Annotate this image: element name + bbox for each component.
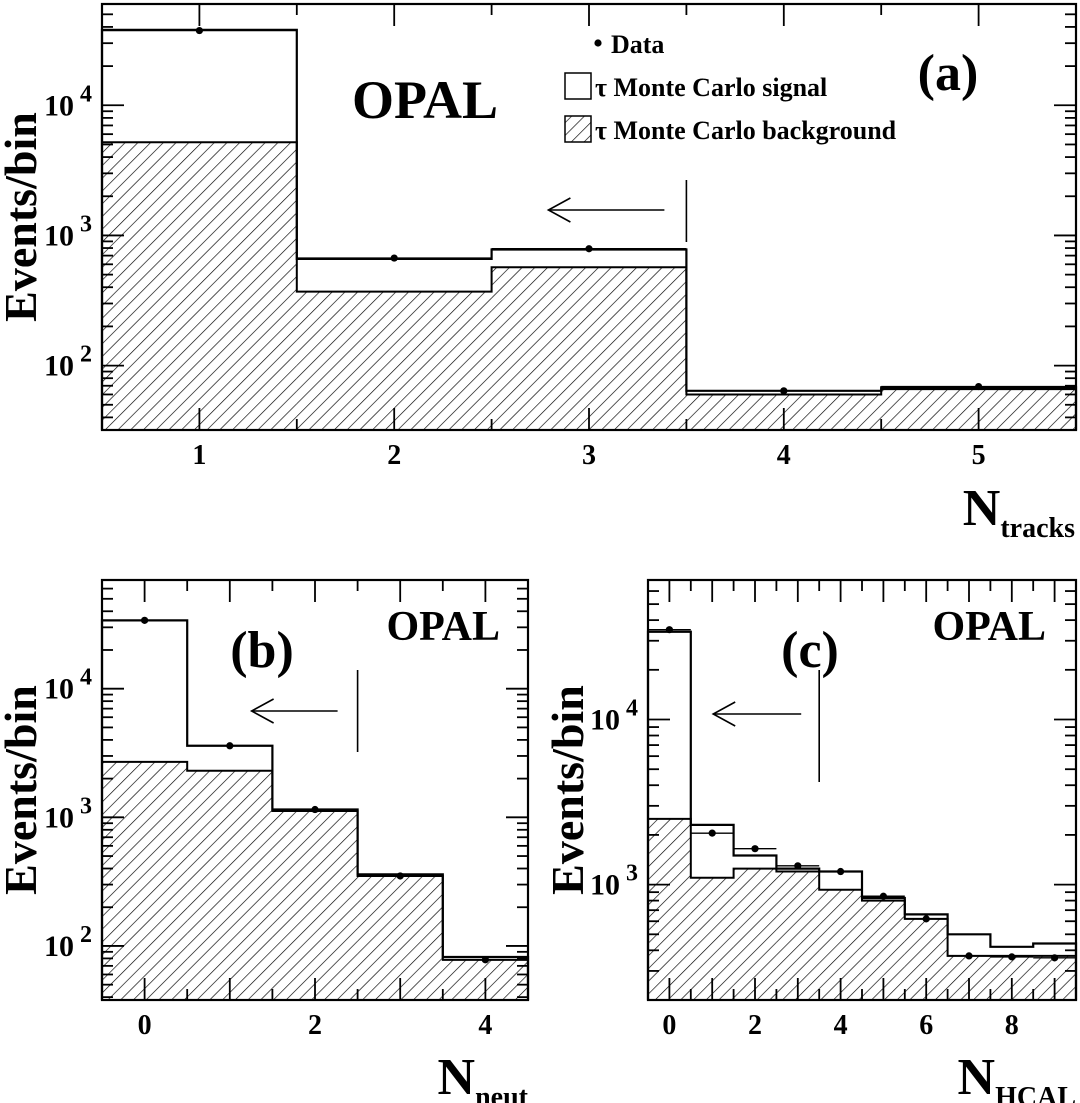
y-tick-label: 10 2 (44, 922, 92, 963)
data-point (396, 872, 404, 880)
x-tick-label: 8 (1005, 1010, 1019, 1041)
x-tick-label: 2 (308, 1010, 322, 1041)
experiment-label: OPAL (352, 70, 498, 130)
x-tick-label: 4 (777, 440, 791, 471)
y-tick-label: 10 4 (590, 696, 638, 737)
x-tick-label: 4 (478, 1010, 492, 1041)
y-tick-label: 10 3 (590, 861, 638, 902)
y-axis-title: Events/bin (542, 685, 593, 895)
legend-symbol-data (594, 39, 602, 47)
background-bar (272, 810, 358, 1000)
cut-arrowhead (249, 698, 274, 724)
panel-label: (c) (781, 622, 839, 679)
data-point (794, 862, 802, 870)
y-tick-label: 10 4 (44, 81, 92, 122)
x-tick-label: 1 (192, 440, 206, 471)
background-bar (296, 291, 492, 430)
experiment-label: OPAL (386, 604, 500, 650)
panel-a: 10 2 10 3 10 4 1 2 3 4 5 Events/bin Ntracks OPAL (a) Da… (0, 2, 1078, 544)
data-point (751, 845, 759, 853)
legend-symbol-signal (564, 72, 592, 100)
x-tick-label: 3 (582, 440, 596, 471)
x-tick-label: 0 (138, 1010, 152, 1041)
panel-label: (b) (230, 622, 294, 679)
data-point (585, 245, 593, 253)
background-bar (102, 761, 188, 1000)
panel-label: (a) (918, 45, 979, 102)
legend-entry: τ Monte Carlo signal (595, 73, 827, 102)
x-tick-label: 4 (834, 1010, 848, 1041)
background-outline (101, 141, 1077, 430)
cut-arrowhead (711, 701, 736, 727)
x-tick-label: 2 (748, 1010, 762, 1041)
data-point (481, 956, 489, 964)
x-tick-label: 6 (919, 1010, 933, 1041)
data-point (708, 829, 716, 837)
x-axis-title: Nneut (438, 1049, 529, 1103)
panel-c: 10 3 10 4 0 2 4 6 8 Events/bin NHCAL OPAL (c) (542, 578, 1078, 1103)
cut-arrowhead (546, 197, 571, 223)
y-tick-label: 10 2 (44, 342, 92, 383)
y-tick-label: 10 3 (44, 211, 92, 252)
x-axis-title: Ntracks (963, 480, 1075, 544)
x-axis-title: NHCAL (958, 1049, 1076, 1103)
y-tick-label: 10 4 (44, 665, 92, 706)
data-point (311, 805, 319, 814)
data-point (141, 616, 149, 624)
y-tick-label: 10 3 (44, 793, 92, 834)
signal-outline (646, 630, 1078, 1000)
data-point (879, 892, 888, 900)
data-point (837, 867, 845, 876)
data-point (226, 742, 234, 750)
y-axis-title: Events/bin (0, 112, 46, 322)
background-bar (187, 770, 273, 1000)
data-point (975, 382, 983, 391)
data-point (195, 26, 203, 35)
data-point (1051, 954, 1059, 962)
background-bar (102, 142, 297, 430)
data-point (665, 626, 674, 634)
data-point (780, 387, 788, 395)
x-tick-label: 5 (972, 440, 986, 471)
data-point (1008, 953, 1016, 961)
data-point (965, 952, 973, 960)
data-point (922, 915, 930, 923)
experiment-label: OPAL (932, 604, 1046, 650)
legend-entry: Data (611, 30, 664, 59)
legend-symbol-background (564, 115, 592, 143)
background-bar (491, 267, 687, 430)
y-axis-title: Events/bin (0, 685, 46, 895)
x-tick-label: 0 (662, 1010, 676, 1041)
legend-entry: τ Monte Carlo background (595, 116, 897, 145)
panel-b: 10 2 10 3 10 4 0 2 4 Events/bin Nneut OPAL (b) (0, 578, 530, 1103)
x-tick-label: 2 (387, 440, 401, 471)
data-point (390, 254, 398, 262)
legend: Data τ Monte Carlo signal τ Monte Carlo ba… (564, 30, 897, 145)
